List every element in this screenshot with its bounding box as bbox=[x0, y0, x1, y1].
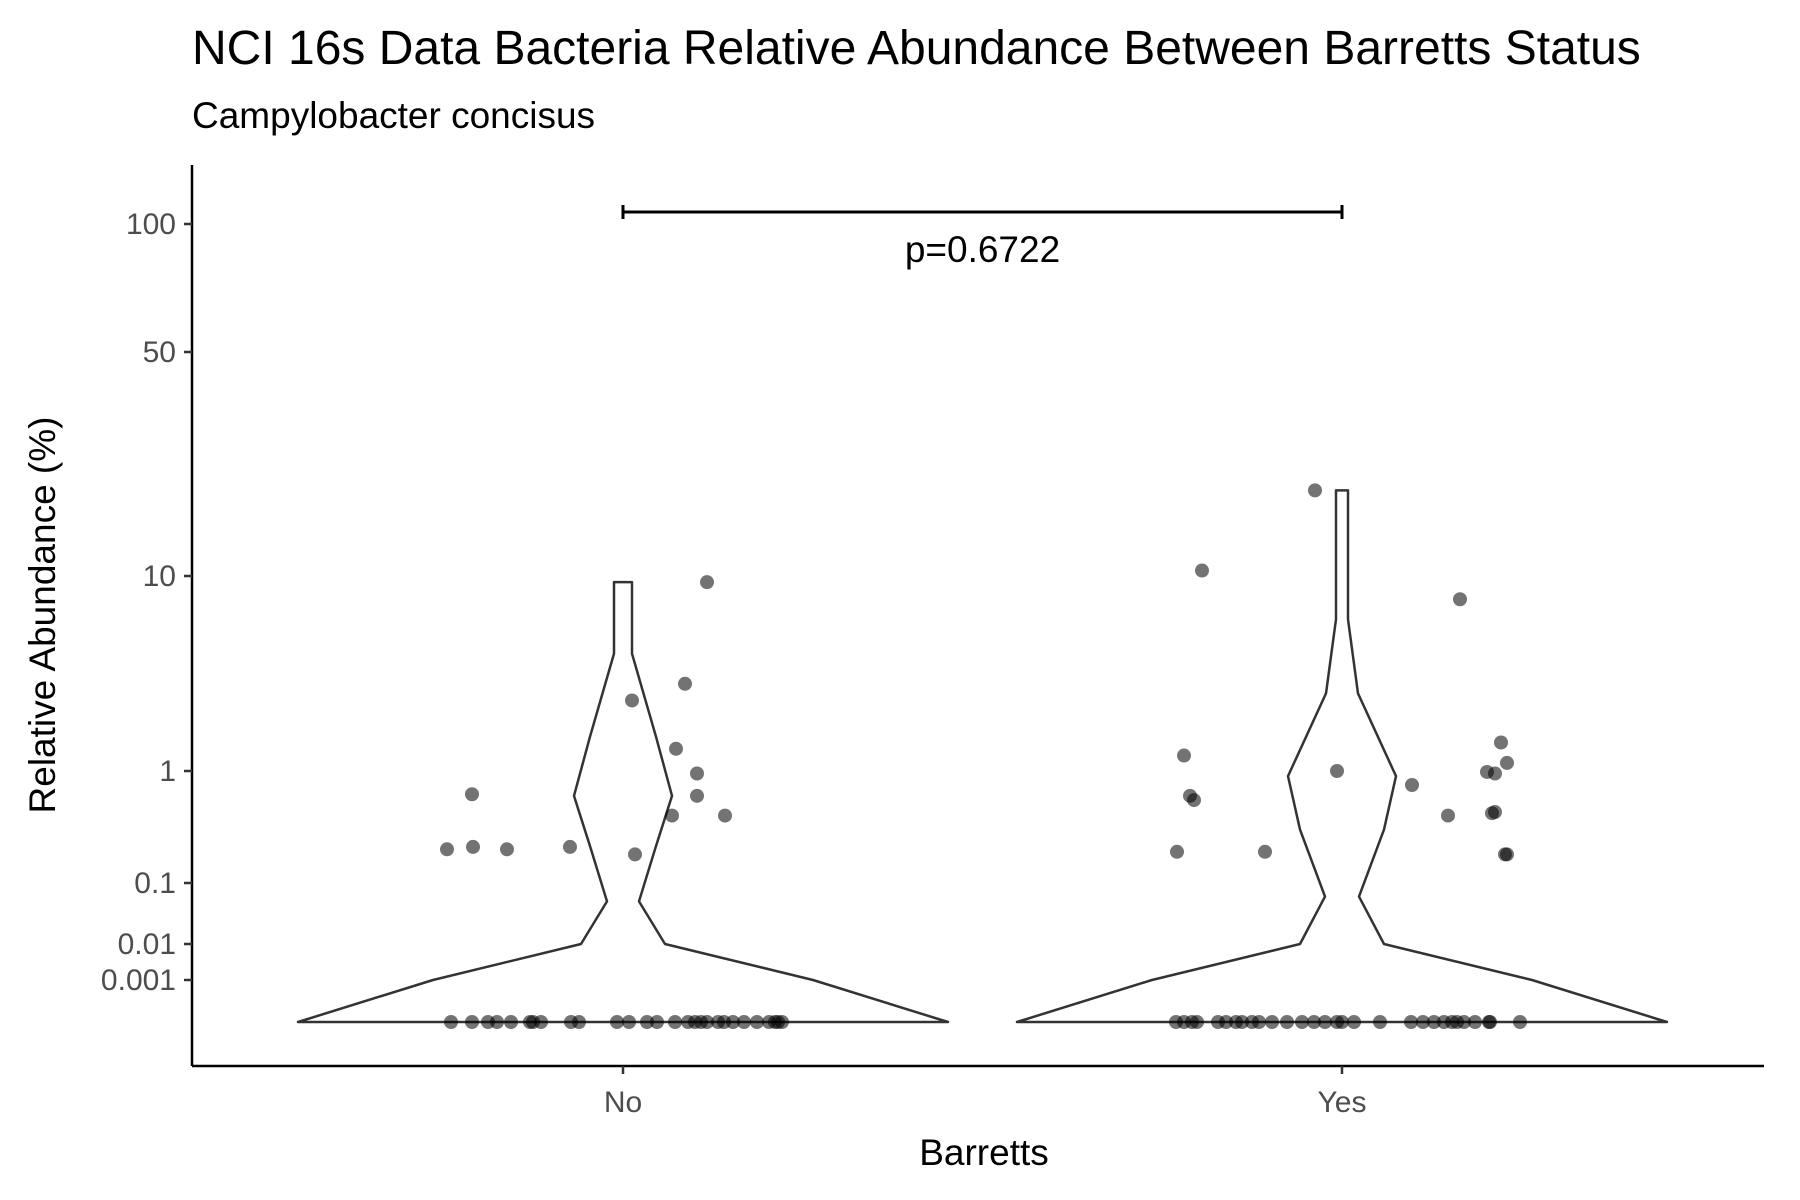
data-point bbox=[700, 1015, 714, 1029]
data-point bbox=[737, 1015, 751, 1029]
data-point bbox=[1307, 1015, 1321, 1029]
data-point bbox=[1235, 1015, 1249, 1029]
violin-yes bbox=[1015, 489, 1669, 1024]
data-point bbox=[465, 787, 479, 802]
data-point bbox=[1318, 1015, 1332, 1029]
data-point bbox=[1500, 847, 1514, 862]
y-axis-ticks: 100 50 10 1 0.1 0.010.001 bbox=[101, 208, 192, 997]
data-point bbox=[1280, 1015, 1294, 1029]
y-tick-label: 10 bbox=[143, 560, 176, 593]
data-point bbox=[572, 1015, 586, 1029]
data-point bbox=[610, 1015, 624, 1029]
data-point bbox=[1453, 592, 1467, 607]
data-point bbox=[1404, 1015, 1418, 1029]
data-point bbox=[665, 808, 679, 823]
chart-subtitle: Campylobacter concisus bbox=[192, 95, 595, 136]
data-point bbox=[1330, 764, 1344, 778]
data-point bbox=[690, 788, 704, 803]
data-point bbox=[465, 1015, 479, 1029]
significance-bracket: p=0.6722 bbox=[621, 205, 1344, 270]
data-point bbox=[1252, 1015, 1266, 1029]
data-point bbox=[1483, 1015, 1497, 1029]
data-point bbox=[775, 1015, 789, 1029]
data-point bbox=[628, 847, 642, 862]
data-point bbox=[504, 1015, 518, 1029]
data-point bbox=[750, 1015, 764, 1029]
data-point bbox=[640, 1015, 654, 1029]
data-point bbox=[678, 676, 692, 691]
data-point bbox=[700, 575, 714, 590]
data-point bbox=[444, 1015, 458, 1029]
data-point bbox=[466, 839, 480, 854]
y-tick-label: 0.1 bbox=[134, 867, 176, 900]
data-point bbox=[490, 1015, 504, 1029]
x-axis-title: Barretts bbox=[919, 1132, 1049, 1173]
data-point bbox=[1183, 788, 1197, 803]
data-point bbox=[1170, 844, 1184, 859]
violins bbox=[296, 489, 1669, 1024]
y-tick-label: 100 bbox=[126, 208, 176, 241]
data-point bbox=[1373, 1015, 1387, 1029]
data-point bbox=[523, 1015, 537, 1029]
data-point bbox=[1457, 1015, 1471, 1029]
data-point bbox=[1427, 1015, 1441, 1029]
data-point bbox=[1219, 1015, 1233, 1029]
data-point bbox=[669, 741, 683, 756]
data-point bbox=[1500, 755, 1514, 770]
data-point bbox=[1347, 1015, 1361, 1029]
y-tick-label: 1 bbox=[159, 755, 176, 788]
data-point bbox=[690, 766, 704, 781]
data-point bbox=[1177, 748, 1191, 763]
data-point bbox=[500, 842, 514, 857]
data-point bbox=[440, 842, 454, 857]
data-point bbox=[1308, 483, 1322, 498]
data-point bbox=[534, 1015, 548, 1029]
data-points bbox=[440, 483, 1527, 1029]
data-point bbox=[1468, 1015, 1482, 1029]
data-point bbox=[1441, 808, 1455, 823]
x-tick-label: Yes bbox=[1318, 1086, 1367, 1119]
data-point bbox=[1488, 805, 1502, 820]
y-tick-label: 0.01 bbox=[118, 928, 176, 961]
data-point bbox=[718, 808, 732, 823]
data-point bbox=[1295, 1015, 1309, 1029]
data-point bbox=[1405, 777, 1419, 792]
y-axis-title: Relative Abundance (%) bbox=[22, 417, 63, 814]
data-point bbox=[1513, 1015, 1527, 1029]
data-point bbox=[625, 693, 639, 708]
data-point bbox=[1265, 1015, 1279, 1029]
p-value-label: p=0.6722 bbox=[905, 229, 1060, 270]
y-tick-label: 0.001 bbox=[101, 964, 176, 997]
data-point bbox=[563, 839, 577, 854]
data-point bbox=[1494, 735, 1508, 750]
data-point bbox=[668, 1015, 682, 1029]
data-point bbox=[622, 1015, 636, 1029]
data-point bbox=[650, 1015, 664, 1029]
data-point bbox=[1185, 1015, 1199, 1029]
x-tick-label: No bbox=[604, 1086, 642, 1119]
data-point bbox=[1258, 844, 1272, 859]
y-tick-label: 50 bbox=[143, 336, 176, 369]
chart-title: NCI 16s Data Bacteria Relative Abundance… bbox=[192, 22, 1641, 75]
data-point bbox=[726, 1015, 740, 1029]
data-point bbox=[1416, 1015, 1430, 1029]
violin-no bbox=[296, 580, 950, 1024]
data-point bbox=[1488, 766, 1502, 781]
x-axis-ticks: No Yes bbox=[604, 1066, 1367, 1119]
data-point bbox=[1335, 1015, 1349, 1029]
data-point bbox=[1195, 563, 1209, 578]
